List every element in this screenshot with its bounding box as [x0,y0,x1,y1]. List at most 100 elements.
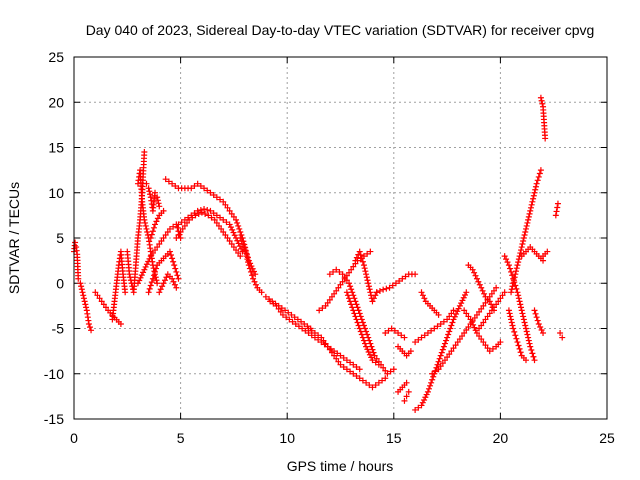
data-point-interp [509,322,516,329]
data-point [418,402,425,409]
data-point-interp [169,255,176,262]
data-point-interp [204,206,211,213]
data-point-interp [346,269,353,276]
data-point [262,293,269,300]
data-point-interp [515,292,522,299]
data-point-interp [438,349,445,356]
data-point-interp [327,345,334,352]
data-point-interp [513,335,520,342]
data-point-interp [427,382,434,389]
data-point-interp [111,301,118,308]
data-point [373,289,380,296]
data-point-interp [365,349,372,356]
data-point-interp [242,247,249,254]
data-point [461,330,468,337]
data-point-interp [102,304,109,311]
data-point [401,397,408,404]
data-point-interp [445,331,452,338]
data-point-interp [471,314,478,321]
data-point-interp [447,325,454,332]
data-point-interp [536,170,543,177]
data-point-interp [515,342,522,349]
data-point [493,284,500,291]
data-point [424,330,431,337]
data-point-interp [389,282,396,289]
data-point-interp [524,219,531,226]
data-point-interp [252,281,259,288]
data-point-interp [437,363,444,370]
data-point-interp [448,322,455,329]
data-point [241,244,248,251]
data-point-interp [455,305,462,312]
data-point-interp [446,313,453,320]
series-s21 [382,325,408,341]
data-point-interp [354,319,361,326]
data-point [437,352,444,359]
data-point [431,325,438,332]
data-point-interp [353,301,360,308]
data-point [356,325,363,332]
data-point [311,330,318,337]
data-point-interp [520,354,527,361]
data-point-interp [277,308,284,315]
data-point-interp [530,195,537,202]
data-point-interp [470,321,477,328]
data-point-interp [78,286,85,293]
data-point-interp [460,294,467,301]
data-point-interp [337,281,344,288]
data-point-interp [191,210,198,217]
data-point-interp [168,251,175,258]
data-point-interp [363,274,370,281]
data-point-interp [507,313,514,320]
data-point-interp [526,340,533,347]
data-point-interp [256,287,263,294]
data-point-interp [154,215,161,222]
data-point-interp [355,307,362,314]
series-s39 [552,200,561,219]
data-point [369,298,376,305]
data-point-interp [126,267,133,274]
data-point-interp [223,219,230,226]
data-point-interp [511,274,518,281]
data-point [375,361,382,368]
data-point-interp [493,301,500,308]
data-point [181,216,188,223]
data-point-interp [525,213,532,220]
data-point-interp [506,265,513,272]
data-point-interp [319,305,326,312]
data-point-interp [351,310,358,317]
data-point-interp [503,256,510,263]
series-s9 [147,207,167,241]
series-s24 [401,388,412,404]
series-s12 [237,235,265,296]
x-tick-label: 10 [279,430,295,446]
data-point-interp [456,336,463,343]
data-point [194,180,201,187]
data-point [143,180,150,187]
data-point-interp [240,241,247,248]
data-point [461,307,468,314]
data-point [450,316,457,323]
data-point-interp [525,337,532,344]
data-point [412,406,419,413]
data-point-interp [367,289,374,296]
data-point-interp [153,265,160,272]
data-point-interp [517,349,524,356]
data-point-interp [155,200,162,207]
data-point [245,262,252,269]
y-tick-label: 15 [48,140,64,156]
data-point-interp [222,231,229,238]
data-point [213,212,220,219]
series-s17 [326,266,397,377]
data-point-interp [230,229,237,236]
data-point [98,298,105,305]
data-point-interp [141,152,148,159]
data-point-interp [353,363,360,370]
data-point-interp [86,324,93,331]
data-point-interp [495,341,502,348]
data-point [527,343,534,350]
data-point-interp [361,265,368,272]
data-point-interp [326,296,333,303]
data-point-interp [367,340,374,347]
series-s36 [531,307,547,337]
